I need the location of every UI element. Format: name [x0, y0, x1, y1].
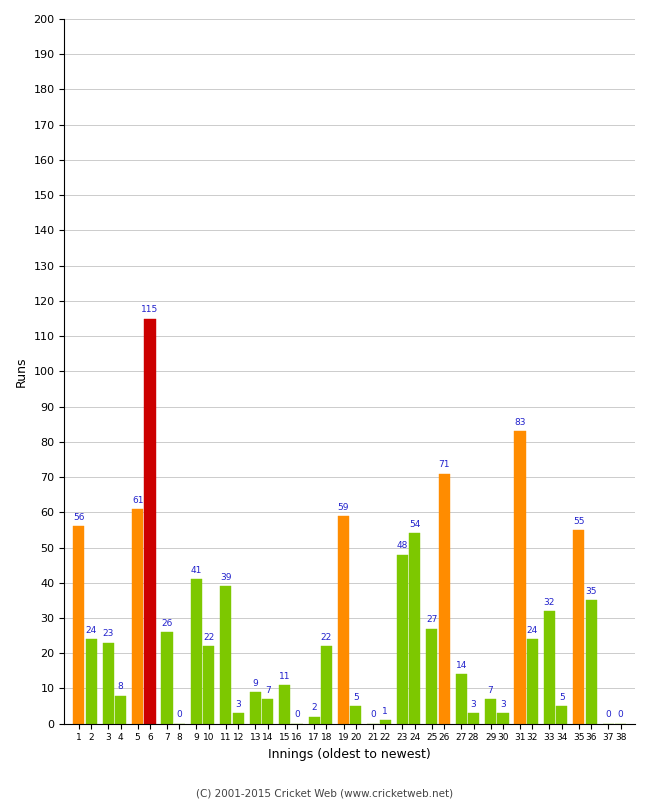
Bar — [250, 692, 261, 724]
Text: 56: 56 — [73, 513, 84, 522]
Text: 8: 8 — [118, 682, 124, 691]
Bar — [73, 526, 84, 724]
Text: 0: 0 — [618, 710, 623, 719]
Bar — [573, 530, 584, 724]
Text: 14: 14 — [456, 661, 467, 670]
Text: 5: 5 — [353, 693, 359, 702]
Bar — [409, 534, 421, 724]
Text: 3: 3 — [471, 700, 476, 709]
Text: (C) 2001-2015 Cricket Web (www.cricketweb.net): (C) 2001-2015 Cricket Web (www.cricketwe… — [196, 788, 454, 798]
Text: 7: 7 — [488, 686, 493, 695]
Text: 32: 32 — [543, 598, 555, 606]
Text: 3: 3 — [235, 700, 241, 709]
Text: 22: 22 — [321, 633, 332, 642]
Text: 1: 1 — [382, 707, 388, 716]
Bar — [544, 611, 555, 724]
Y-axis label: Runs: Runs — [15, 356, 28, 386]
Bar — [86, 639, 97, 724]
Bar — [233, 713, 244, 724]
Text: 83: 83 — [514, 418, 526, 427]
Bar — [103, 642, 114, 724]
Bar — [468, 713, 479, 724]
Bar — [220, 586, 231, 724]
Text: 5: 5 — [559, 693, 565, 702]
Text: 54: 54 — [409, 520, 421, 530]
Bar — [321, 646, 332, 724]
Bar — [485, 699, 496, 724]
Text: 22: 22 — [203, 633, 214, 642]
Text: 24: 24 — [526, 626, 538, 635]
Bar — [338, 516, 349, 724]
Bar — [526, 639, 538, 724]
Bar — [161, 632, 173, 724]
Bar — [279, 685, 291, 724]
Text: 2: 2 — [311, 703, 317, 713]
Text: 59: 59 — [338, 502, 349, 512]
Bar — [456, 674, 467, 724]
Text: 35: 35 — [586, 587, 597, 596]
Text: 27: 27 — [426, 615, 437, 624]
Text: 115: 115 — [141, 306, 159, 314]
Bar — [586, 600, 597, 724]
Text: 26: 26 — [161, 619, 173, 628]
Text: 0: 0 — [605, 710, 611, 719]
Bar — [115, 695, 126, 724]
Text: 39: 39 — [220, 573, 231, 582]
Text: 55: 55 — [573, 517, 584, 526]
Text: 0: 0 — [370, 710, 376, 719]
Bar — [203, 646, 214, 724]
Bar — [309, 717, 320, 724]
Bar — [426, 629, 437, 724]
Bar — [132, 509, 143, 724]
Bar — [350, 706, 361, 724]
Text: 61: 61 — [132, 495, 144, 505]
Bar — [514, 431, 526, 724]
Text: 0: 0 — [294, 710, 300, 719]
X-axis label: Innings (oldest to newest): Innings (oldest to newest) — [268, 748, 431, 761]
Bar — [556, 706, 567, 724]
Text: 9: 9 — [252, 678, 258, 688]
Bar — [262, 699, 273, 724]
Bar — [497, 713, 508, 724]
Bar — [191, 579, 202, 724]
Text: 7: 7 — [265, 686, 270, 695]
Text: 3: 3 — [500, 700, 506, 709]
Text: 71: 71 — [438, 460, 450, 470]
Bar — [144, 318, 155, 724]
Bar — [439, 474, 450, 724]
Text: 24: 24 — [86, 626, 97, 635]
Text: 48: 48 — [396, 542, 408, 550]
Text: 23: 23 — [103, 630, 114, 638]
Text: 11: 11 — [279, 672, 291, 681]
Text: 41: 41 — [191, 566, 202, 575]
Text: 0: 0 — [177, 710, 182, 719]
Bar — [380, 720, 391, 724]
Bar — [396, 554, 408, 724]
